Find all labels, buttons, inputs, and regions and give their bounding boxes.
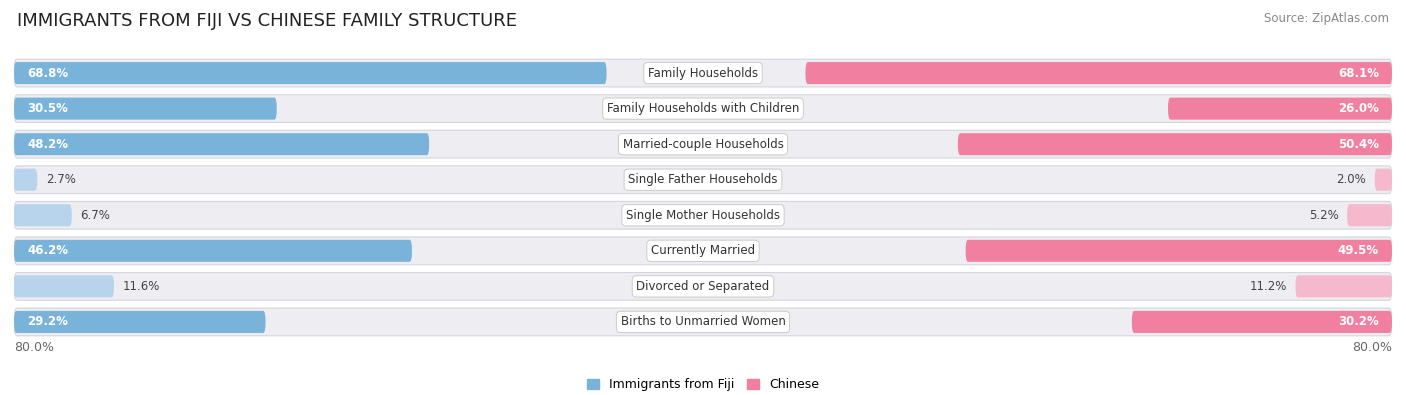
Text: 48.2%: 48.2% [27, 138, 67, 150]
FancyBboxPatch shape [957, 133, 1392, 155]
Text: 2.7%: 2.7% [46, 173, 76, 186]
FancyBboxPatch shape [14, 311, 266, 333]
Text: Divorced or Separated: Divorced or Separated [637, 280, 769, 293]
FancyBboxPatch shape [14, 166, 1392, 194]
Text: 68.1%: 68.1% [1339, 67, 1379, 79]
Text: 46.2%: 46.2% [27, 245, 67, 257]
FancyBboxPatch shape [14, 98, 277, 120]
Text: 49.5%: 49.5% [1339, 245, 1379, 257]
Text: Single Mother Households: Single Mother Households [626, 209, 780, 222]
FancyBboxPatch shape [14, 240, 412, 262]
Text: 11.2%: 11.2% [1250, 280, 1286, 293]
Text: 30.5%: 30.5% [27, 102, 67, 115]
Text: Family Households with Children: Family Households with Children [607, 102, 799, 115]
Text: 2.0%: 2.0% [1336, 173, 1367, 186]
FancyBboxPatch shape [14, 62, 606, 84]
FancyBboxPatch shape [14, 201, 1392, 229]
Text: Single Father Households: Single Father Households [628, 173, 778, 186]
Text: 80.0%: 80.0% [14, 341, 53, 354]
Text: 50.4%: 50.4% [1339, 138, 1379, 150]
FancyBboxPatch shape [14, 275, 114, 297]
FancyBboxPatch shape [14, 133, 429, 155]
Text: Family Households: Family Households [648, 67, 758, 79]
Text: 6.7%: 6.7% [80, 209, 110, 222]
FancyBboxPatch shape [1168, 98, 1392, 120]
FancyBboxPatch shape [14, 273, 1392, 300]
FancyBboxPatch shape [966, 240, 1392, 262]
FancyBboxPatch shape [14, 95, 1392, 122]
FancyBboxPatch shape [1347, 204, 1392, 226]
FancyBboxPatch shape [806, 62, 1392, 84]
FancyBboxPatch shape [14, 59, 1392, 87]
FancyBboxPatch shape [14, 237, 1392, 265]
Text: Births to Unmarried Women: Births to Unmarried Women [620, 316, 786, 328]
Legend: Immigrants from Fiji, Chinese: Immigrants from Fiji, Chinese [582, 373, 824, 395]
FancyBboxPatch shape [1375, 169, 1392, 191]
Text: IMMIGRANTS FROM FIJI VS CHINESE FAMILY STRUCTURE: IMMIGRANTS FROM FIJI VS CHINESE FAMILY S… [17, 12, 517, 30]
FancyBboxPatch shape [14, 204, 72, 226]
Text: 5.2%: 5.2% [1309, 209, 1339, 222]
FancyBboxPatch shape [1295, 275, 1392, 297]
Text: 26.0%: 26.0% [1339, 102, 1379, 115]
Text: 11.6%: 11.6% [122, 280, 160, 293]
Text: Source: ZipAtlas.com: Source: ZipAtlas.com [1264, 12, 1389, 25]
Text: 80.0%: 80.0% [1353, 341, 1392, 354]
FancyBboxPatch shape [1132, 311, 1392, 333]
FancyBboxPatch shape [14, 130, 1392, 158]
Text: Currently Married: Currently Married [651, 245, 755, 257]
FancyBboxPatch shape [14, 308, 1392, 336]
Text: 29.2%: 29.2% [27, 316, 67, 328]
Text: 30.2%: 30.2% [1339, 316, 1379, 328]
Text: 68.8%: 68.8% [27, 67, 67, 79]
FancyBboxPatch shape [14, 169, 38, 191]
Text: Married-couple Households: Married-couple Households [623, 138, 783, 150]
